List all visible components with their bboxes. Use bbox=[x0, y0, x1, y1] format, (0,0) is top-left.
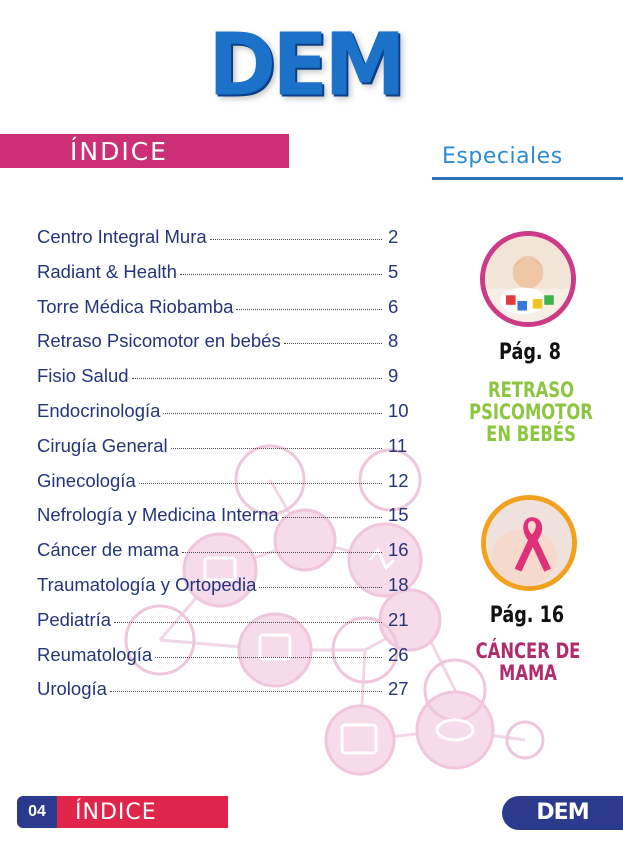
toc-leader-dots bbox=[109, 691, 382, 693]
toc-entry[interactable]: Reumatología 26 bbox=[37, 644, 412, 679]
toc-entry-page: 16 bbox=[388, 539, 409, 561]
toc-entry[interactable]: Pediatría 21 bbox=[37, 609, 412, 644]
toc-entry[interactable]: Cirugía General 11 bbox=[37, 435, 412, 470]
toc-leader-dots bbox=[281, 517, 382, 519]
toc-entry-title: Torre Médica Riobamba bbox=[37, 295, 234, 317]
footer-page-number: 04 bbox=[17, 796, 57, 828]
toc-leader-dots bbox=[114, 621, 382, 623]
toc-entry[interactable]: Endocrinología 10 bbox=[37, 400, 412, 435]
toc-leader-dots bbox=[138, 482, 382, 484]
toc-entry[interactable]: Urología 27 bbox=[37, 678, 412, 713]
toc-entry[interactable]: Cáncer de mama 16 bbox=[37, 539, 412, 574]
toc-leader-dots bbox=[155, 656, 382, 658]
toc-entry-title: Retraso Psicomotor en bebés bbox=[37, 330, 281, 352]
special-1-heading-line: PSICOMOTOR bbox=[469, 400, 593, 424]
pink-ribbon-image bbox=[486, 500, 572, 586]
footer-dem-logo: DEM bbox=[502, 796, 623, 830]
toc-entry-page: 2 bbox=[388, 226, 399, 247]
toc-entry-page: 18 bbox=[388, 573, 409, 595]
toc-entry-title: Nefrología y Medicina Interna bbox=[37, 504, 279, 526]
index-header-label: ÍNDICE bbox=[70, 137, 168, 166]
toc-entry-page: 8 bbox=[388, 330, 399, 352]
specials-divider bbox=[432, 177, 623, 180]
toc-entry-page: 11 bbox=[388, 434, 408, 456]
toc-leader-dots bbox=[209, 239, 382, 240]
toc-entry-title: Traumatología y Ortopedia bbox=[37, 573, 257, 595]
toc-entry-page: 9 bbox=[388, 365, 399, 387]
toc-entry-title: Cirugía General bbox=[37, 434, 168, 456]
special-ribbon-photo[interactable] bbox=[481, 495, 577, 591]
toc-entry-page: 27 bbox=[388, 678, 409, 700]
toc-entry-page: 10 bbox=[388, 399, 409, 421]
toc-entry-title: Endocrinología bbox=[37, 399, 161, 421]
toc-leader-dots bbox=[163, 412, 382, 414]
toc-entry-page: 6 bbox=[388, 295, 399, 317]
toc-leader-dots bbox=[236, 308, 382, 310]
toc-entry-page: 5 bbox=[388, 260, 399, 282]
special-1-heading[interactable]: RETRASO PSICOMOTOR EN BEBÉS bbox=[460, 379, 602, 445]
toc-entry-page: 21 bbox=[388, 608, 409, 630]
baby-playing-blocks-image bbox=[485, 236, 571, 322]
special-baby-photo[interactable] bbox=[480, 231, 576, 327]
toc-entry-title: Radiant & Health bbox=[37, 260, 177, 282]
toc-leader-dots bbox=[179, 273, 382, 275]
toc-leader-dots bbox=[131, 378, 382, 380]
special-2-heading-line: MAMA bbox=[499, 661, 557, 685]
special-2-heading-line: CÁNCER DE bbox=[475, 639, 581, 663]
toc-entry-title: Centro Integral Mura bbox=[37, 226, 207, 247]
table-of-contents: Centro Integral Mura 2 Radiant & Health 5 … bbox=[37, 226, 412, 713]
toc-leader-dots bbox=[283, 343, 382, 345]
dem-logo: DEM bbox=[208, 15, 406, 116]
toc-entry-title: Reumatología bbox=[37, 643, 153, 665]
special-1-heading-line: RETRASO bbox=[488, 378, 574, 402]
special-1-heading-line: EN BEBÉS bbox=[486, 422, 576, 446]
index-header-bar: ÍNDICE bbox=[0, 134, 289, 168]
toc-entry-title: Ginecología bbox=[37, 469, 136, 491]
special-1-page-label: Pág. 8 bbox=[499, 340, 561, 365]
toc-entry[interactable]: Fisio Salud 9 bbox=[37, 365, 412, 400]
toc-entry[interactable]: Nefrología y Medicina Interna 15 bbox=[37, 504, 412, 539]
toc-entry[interactable]: Ginecología 12 bbox=[37, 470, 412, 505]
footer-section-label: ÍNDICE bbox=[57, 796, 228, 828]
toc-leader-dots bbox=[259, 586, 382, 588]
background-network-decoration bbox=[124, 444, 545, 776]
special-2-heading[interactable]: CÁNCER DE MAMA bbox=[457, 640, 599, 684]
toc-entry[interactable]: Retraso Psicomotor en bebés 8 bbox=[37, 330, 412, 365]
special-2-page-label: Pág. 16 bbox=[489, 603, 565, 628]
toc-entry[interactable]: Centro Integral Mura 2 bbox=[37, 226, 412, 261]
toc-leader-dots bbox=[170, 447, 382, 449]
toc-entry-title: Pediatría bbox=[37, 608, 112, 630]
toc-entry-title: Fisio Salud bbox=[37, 365, 129, 387]
toc-entry[interactable]: Torre Médica Riobamba 6 bbox=[37, 296, 412, 331]
toc-entry[interactable]: Traumatología y Ortopedia 18 bbox=[37, 574, 412, 609]
toc-entry-page: 26 bbox=[388, 643, 409, 665]
toc-entry[interactable]: Radiant & Health 5 bbox=[37, 261, 412, 296]
toc-entry-title: Urología bbox=[37, 678, 107, 700]
toc-entry-page: 15 bbox=[388, 504, 409, 526]
toc-leader-dots bbox=[181, 552, 382, 554]
toc-entry-page: 12 bbox=[388, 469, 409, 491]
toc-entry-title: Cáncer de mama bbox=[37, 539, 179, 561]
specials-title: Especiales bbox=[442, 144, 563, 169]
